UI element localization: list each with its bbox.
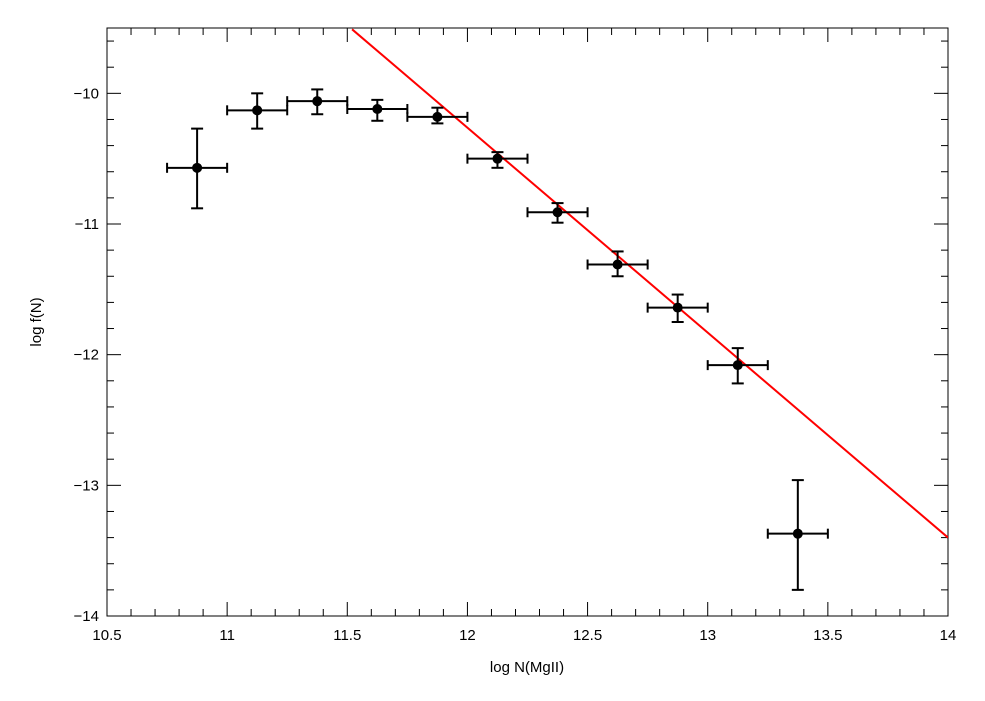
data-points [166, 88, 829, 591]
y-tick-label: −12 [74, 347, 99, 364]
data-point-group [526, 202, 589, 224]
x-tick-label: 12 [459, 627, 476, 644]
data-point-group [766, 479, 829, 591]
data-point [792, 528, 803, 539]
data-point [732, 360, 743, 371]
data-point [492, 153, 503, 164]
fit-line [351, 28, 948, 539]
data-point-group [166, 127, 229, 210]
y-tick-labels: −10 −11 −12 −13 −14 [74, 85, 99, 625]
data-point [672, 302, 683, 313]
y-tick-label: −10 [74, 85, 99, 102]
data-point [312, 96, 323, 107]
data-point-group [706, 347, 769, 385]
y-tick-label: −13 [74, 477, 99, 494]
x-tick-label: 13 [699, 627, 716, 644]
data-point-group [286, 88, 349, 116]
x-tick-label: 14 [940, 627, 957, 644]
x-tick-label: 12.5 [573, 627, 602, 644]
x-axis-label: log N(MgII) [490, 659, 564, 676]
fit-line-group [351, 28, 948, 539]
y-tick-label: −14 [74, 608, 99, 625]
data-point-group [646, 293, 709, 323]
x-tick-label: 13.5 [813, 627, 842, 644]
data-point [372, 104, 383, 115]
data-point-group [406, 106, 469, 125]
axis-ticks [106, 28, 949, 617]
data-point [432, 111, 443, 122]
data-point-group [466, 151, 529, 169]
y-axis-label: log f(N) [28, 297, 45, 346]
x-tick-label: 10.5 [92, 627, 121, 644]
x-tick-label: 11 [219, 627, 235, 644]
x-tick-labels: 10.5 11 11.5 12 12.5 13 13.5 14 [92, 627, 956, 644]
data-point [552, 207, 563, 218]
data-point [612, 259, 623, 270]
plot-frame [106, 27, 949, 617]
y-tick-label: −11 [75, 216, 99, 233]
data-point [192, 162, 203, 173]
data-point-group [586, 250, 649, 278]
data-point-group [226, 92, 289, 130]
x-tick-label: 11.5 [333, 627, 361, 644]
data-point-group [346, 98, 409, 122]
data-point [252, 105, 263, 116]
